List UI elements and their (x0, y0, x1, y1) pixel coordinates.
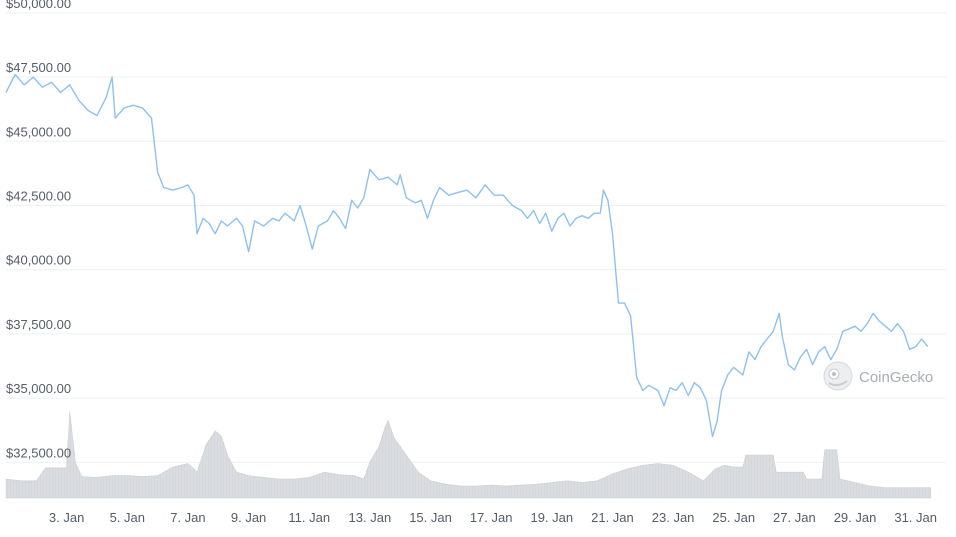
x-axis-labels: 3. Jan 5. Jan 7. Jan 9. Jan 11. Jan 13. Jan 15… (49, 510, 937, 525)
y-tick-label: $47,500.00 (6, 60, 71, 75)
y-tick-label: $50,000.00 (6, 0, 71, 11)
x-tick-label: 11. Jan (288, 510, 330, 525)
y-axis-labels: $50,000.00 $47,500.00 $45,000.00 $42,500.00… (6, 0, 71, 460)
x-tick-label: 27. Jan (773, 510, 816, 525)
watermark-label: CoinGecko (859, 369, 933, 386)
x-tick-label: 3. Jan (49, 510, 84, 525)
y-tick-label: $42,500.00 (6, 188, 71, 203)
x-tick-label: 21. Jan (591, 510, 634, 525)
y-tick-label: $37,500.00 (6, 317, 71, 332)
x-tick-label: 25. Jan (712, 510, 755, 525)
x-tick-label: 9. Jan (231, 510, 266, 525)
x-tick-label: 15. Jan (409, 510, 452, 525)
coingecko-gecko-icon (823, 361, 853, 391)
x-tick-label: 7. Jan (170, 510, 205, 525)
gridlines (6, 12, 946, 463)
x-tick-label: 31. Jan (894, 510, 937, 525)
x-tick-label: 17. Jan (470, 510, 513, 525)
y-tick-label: $45,000.00 (6, 124, 71, 139)
coingecko-watermark: CoinGecko (823, 361, 933, 391)
y-tick-label: $40,000.00 (6, 253, 71, 268)
x-tick-label: 13. Jan (349, 510, 392, 525)
x-tick-label: 19. Jan (530, 510, 573, 525)
volume-area (5, 404, 946, 499)
x-tick-label: 23. Jan (652, 510, 695, 525)
price-line (5, 73, 929, 438)
y-tick-label: $35,000.00 (6, 381, 71, 396)
price-line-path (5, 73, 929, 438)
x-tick-label: 5. Jan (110, 510, 145, 525)
y-tick-label: $32,500.00 (6, 445, 71, 460)
x-tick-label: 29. Jan (834, 510, 877, 525)
